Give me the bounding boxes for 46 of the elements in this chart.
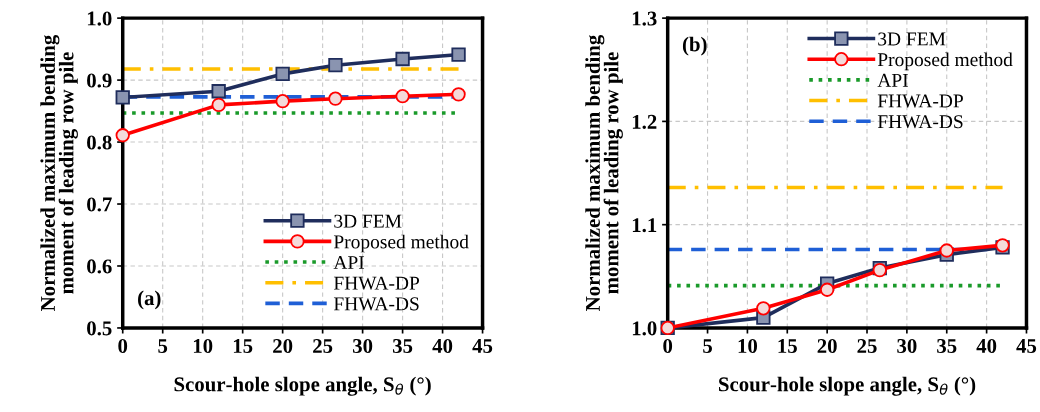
x-tick-label: 25 [313,339,333,354]
x-tick-label: 40 [432,338,453,354]
x-axis-title: Scour-hole slope angle, S$_{θ}$ (°) [174,376,431,396]
x-tick-label: 35 [937,339,957,354]
x-tick-label: 0 [663,338,673,354]
x-tick-label: 30 [897,338,917,354]
legend-label: API [333,256,365,269]
x-tick-label: 15 [778,339,797,354]
y-tick-label: 1.1 [632,218,657,233]
x-tick-label: 5 [703,339,712,354]
y-tick-label: 0.9 [87,73,112,88]
legend-label: FHWA-DS [877,115,963,129]
y-tick-label: 0.7 [87,197,112,212]
legend-label: Proposed method [877,52,1013,71]
legend-label: FHWA-DP [877,94,963,108]
y-tick-label: 0.5 [87,321,112,336]
legend-label: 3D FEM [334,214,402,228]
x-tick-label: 35 [392,339,413,354]
x-axis-title: Scour-hole slope angle, S$_{θ}$ (°) [719,376,976,396]
legend-label: Proposed method [333,234,469,253]
y-tick-label: 0.8 [87,135,112,150]
x-tick-label: 20 [273,338,293,354]
y-axis-title: Normalized maximum bending moment of leading row pile [40,34,78,311]
x-tick-label: 5 [158,339,168,354]
x-tick-label: 10 [193,338,213,354]
x-tick-label: 25 [857,339,877,354]
y-tick-label: 1.3 [632,11,657,26]
x-tick-label: 15 [233,339,253,354]
y-axis-title: Normalized maximum bending moment of leading row pile [585,34,623,311]
y-tick-label: 0.6 [87,259,112,274]
annotation: (a) [138,290,161,310]
annotation: (b) [682,36,707,56]
x-tick-label: 30 [352,338,373,354]
x-tick-label: 10 [738,338,758,354]
legend-label: FHWA-DP [333,276,420,290]
x-tick-label: 40 [976,338,997,354]
x-tick-label: 45 [472,339,493,354]
y-tick-label: 1.2 [632,114,657,129]
legend-label: FHWA-DS [333,297,419,311]
y-tick-label: 1.0 [632,321,657,336]
x-tick-label: 20 [817,338,837,354]
y-tick-label: 1.0 [87,11,112,26]
legend-label: API [877,73,908,87]
x-tick-label: 45 [1016,339,1037,354]
legend-label: 3D FEM [878,32,946,46]
x-tick-label: 0 [118,338,128,354]
